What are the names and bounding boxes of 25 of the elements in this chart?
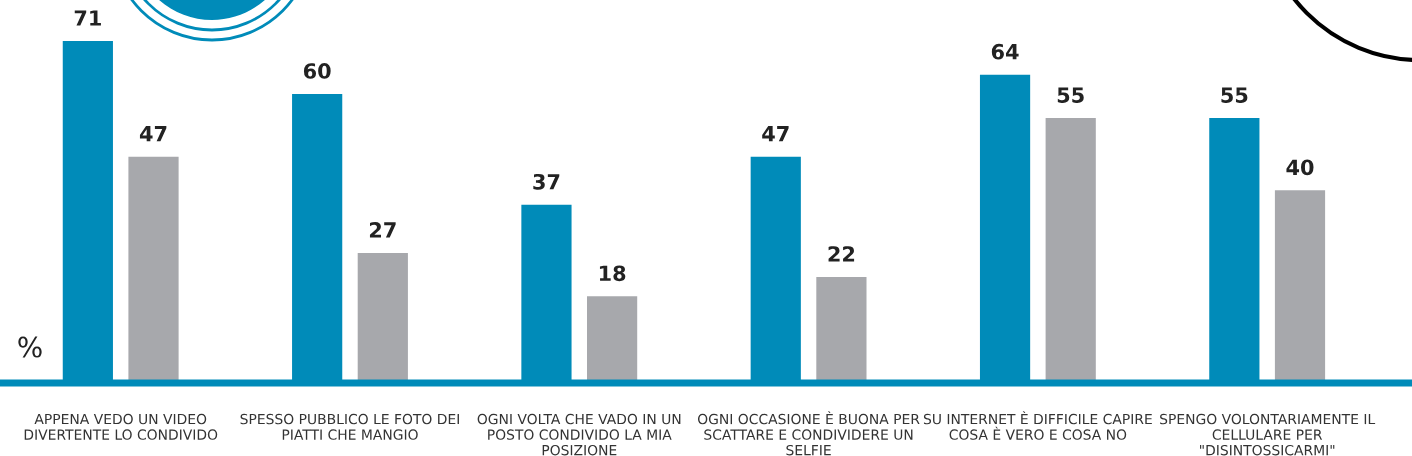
data-label: 60 xyxy=(303,63,331,79)
x-tick-label: OGNI VOLTA CHE VADO IN UN POSTO CONDIVIDO LA MIA POSIZIONE xyxy=(477,413,681,456)
x-tick-label: APPENA VEDO UN VIDEO DIVERTENTE LO CONDIVIDO xyxy=(24,413,218,440)
data-label: 64 xyxy=(991,43,1019,60)
data-label: 27 xyxy=(369,222,396,238)
data-label: 55 xyxy=(1057,87,1084,103)
bar xyxy=(816,277,867,383)
bar xyxy=(587,296,638,383)
data-label: 18 xyxy=(599,265,626,282)
bar xyxy=(1045,118,1096,383)
data-label: 22 xyxy=(828,246,855,262)
data-label: 47 xyxy=(762,126,789,142)
x-tick-label: SPENGO VOLONTARIAMENTE IL CELLULARE PER "DISINTOSSICARMI" xyxy=(1160,413,1376,456)
data-label: 47 xyxy=(139,126,167,142)
bar xyxy=(1274,190,1326,383)
data-label: 37 xyxy=(533,173,560,190)
x-tick-label: SPESSO PUBBLICO LE FOTO DEI PIATTI CHE MANGIO xyxy=(240,413,459,440)
y-axis-title: % xyxy=(18,336,42,358)
data-label: 55 xyxy=(1221,87,1248,103)
bar xyxy=(357,252,408,383)
x-tick-label: SU INTERNET È DIFFICILE CAPIRE COSA È VERO E COSA NO xyxy=(923,411,1152,440)
bar xyxy=(128,156,179,383)
data-label: 71 xyxy=(74,10,101,26)
data-label: 40 xyxy=(1286,159,1314,176)
x-tick-label: OGNI OCCASIONE È BUONA PER SCATTARE E CONDIVIDERE UN SELFIE xyxy=(697,411,920,456)
